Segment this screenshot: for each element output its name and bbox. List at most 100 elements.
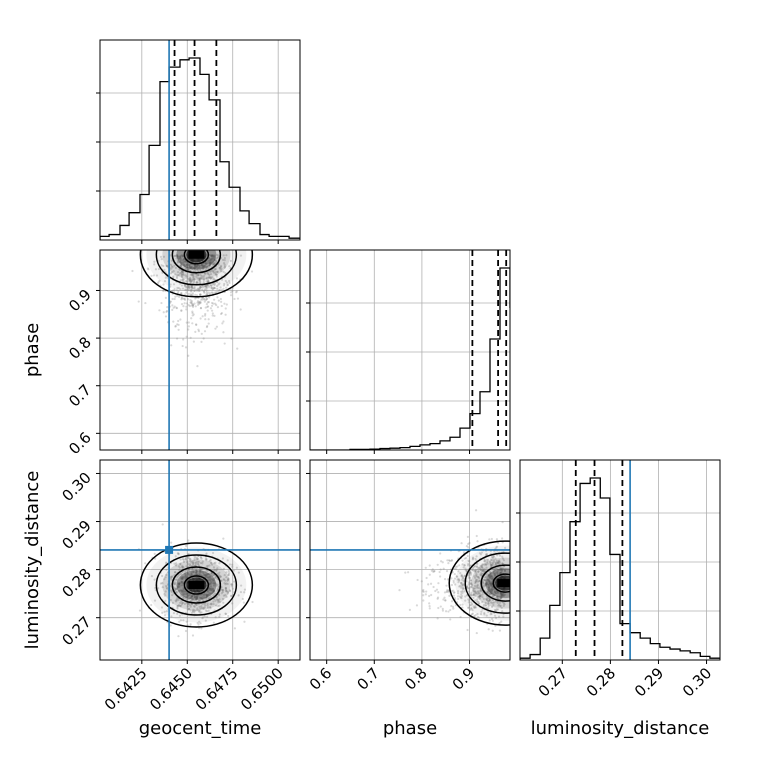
scatter-point bbox=[170, 590, 173, 593]
scatter-point bbox=[222, 287, 225, 290]
scatter-point bbox=[493, 590, 497, 593]
scatter-point bbox=[464, 599, 467, 602]
scatter-point bbox=[218, 282, 221, 285]
scatter-point bbox=[487, 574, 490, 577]
scatter-point bbox=[428, 602, 431, 605]
scatter-point bbox=[220, 312, 223, 316]
scatter-point bbox=[487, 578, 490, 582]
scatter-point bbox=[208, 575, 211, 578]
scatter-point bbox=[467, 586, 470, 590]
scatter-point bbox=[469, 585, 472, 589]
scatter-point bbox=[475, 555, 478, 558]
scatter-point bbox=[205, 594, 209, 597]
scatter-point bbox=[476, 580, 480, 583]
scatter-point bbox=[462, 577, 465, 580]
scatter-point bbox=[188, 276, 192, 280]
scatter-point bbox=[468, 581, 471, 584]
scatter-point bbox=[222, 331, 225, 334]
scatter-point bbox=[214, 268, 217, 271]
scatter-point bbox=[496, 595, 499, 598]
scatter-point bbox=[185, 556, 188, 559]
scatter-point bbox=[162, 289, 165, 293]
scatter-point bbox=[165, 586, 168, 589]
scatter-point bbox=[191, 322, 194, 325]
scatter-point bbox=[181, 565, 184, 569]
scatter-point bbox=[210, 580, 213, 584]
scatter-point bbox=[215, 303, 218, 307]
scatter-point bbox=[196, 264, 199, 267]
scatter-point bbox=[487, 578, 490, 581]
scatter-point bbox=[181, 589, 184, 592]
scatter-point bbox=[219, 268, 222, 271]
scatter-point bbox=[217, 585, 220, 589]
scatter-point bbox=[204, 609, 208, 612]
scatter-point bbox=[195, 323, 198, 326]
scatter-point bbox=[488, 599, 491, 602]
scatter-point bbox=[497, 560, 501, 563]
scatter-point bbox=[187, 328, 190, 331]
scatter-point bbox=[438, 570, 441, 574]
scatter-point bbox=[205, 595, 208, 598]
scatter-point bbox=[203, 595, 206, 599]
scatter-point bbox=[169, 598, 172, 602]
scatter-point bbox=[209, 607, 212, 610]
scatter-point bbox=[164, 584, 168, 588]
scatter-point bbox=[181, 270, 184, 273]
scatter-point bbox=[482, 584, 486, 587]
scatter-point bbox=[500, 593, 503, 597]
scatter-point bbox=[459, 615, 462, 619]
scatter-point bbox=[476, 578, 479, 581]
scatter-point bbox=[198, 277, 202, 280]
scatter-point bbox=[189, 280, 192, 283]
scatter-point bbox=[159, 582, 163, 585]
scatter-point bbox=[184, 573, 187, 576]
scatter-point bbox=[216, 306, 220, 309]
scatter-point bbox=[211, 270, 215, 273]
scatter-point bbox=[456, 595, 459, 598]
scatter-point bbox=[193, 289, 196, 292]
scatter-point bbox=[202, 290, 206, 293]
scatter-point bbox=[465, 585, 469, 588]
scatter-point bbox=[199, 568, 203, 571]
scatter-point bbox=[471, 602, 474, 606]
scatter-point bbox=[144, 301, 147, 305]
scatter-point bbox=[434, 589, 437, 593]
scatter-point bbox=[199, 280, 202, 283]
scatter-point bbox=[209, 579, 212, 583]
scatter-point bbox=[204, 570, 207, 573]
scatter-point bbox=[194, 297, 197, 300]
scatter-point bbox=[206, 272, 209, 275]
scatter-point bbox=[452, 589, 455, 592]
scatter-point bbox=[178, 582, 181, 585]
scatter-point bbox=[195, 603, 198, 606]
scatter-point bbox=[187, 354, 190, 357]
scatter-point bbox=[474, 580, 477, 583]
scatter-point bbox=[195, 558, 198, 561]
scatter-point bbox=[456, 578, 459, 581]
scatter-point bbox=[481, 581, 485, 584]
scatter-point bbox=[180, 594, 183, 598]
scatter-point bbox=[213, 574, 216, 577]
scatter-point bbox=[193, 267, 197, 270]
scatter-point bbox=[193, 264, 196, 267]
scatter-point bbox=[181, 577, 184, 580]
scatter-point bbox=[201, 265, 204, 268]
scatter-point bbox=[491, 586, 494, 590]
scatter-point bbox=[197, 303, 200, 306]
scatter-point bbox=[202, 573, 206, 576]
scatter-point bbox=[501, 557, 505, 560]
scatter-point bbox=[222, 254, 225, 257]
scatter-point bbox=[471, 568, 474, 571]
scatter-point bbox=[204, 261, 207, 264]
scatter-point bbox=[191, 560, 194, 563]
scatter-point bbox=[490, 592, 493, 595]
scatter-point bbox=[195, 273, 198, 276]
scatter-point bbox=[175, 591, 179, 594]
scatter-point bbox=[181, 275, 184, 279]
x-tick-label-luminosity-distance-1: 0.28 bbox=[583, 664, 619, 700]
scatter-point bbox=[199, 274, 202, 277]
scatter-point bbox=[182, 273, 185, 277]
scatter-point bbox=[486, 590, 489, 593]
scatter-point bbox=[472, 588, 475, 591]
scatter-point bbox=[193, 264, 196, 267]
